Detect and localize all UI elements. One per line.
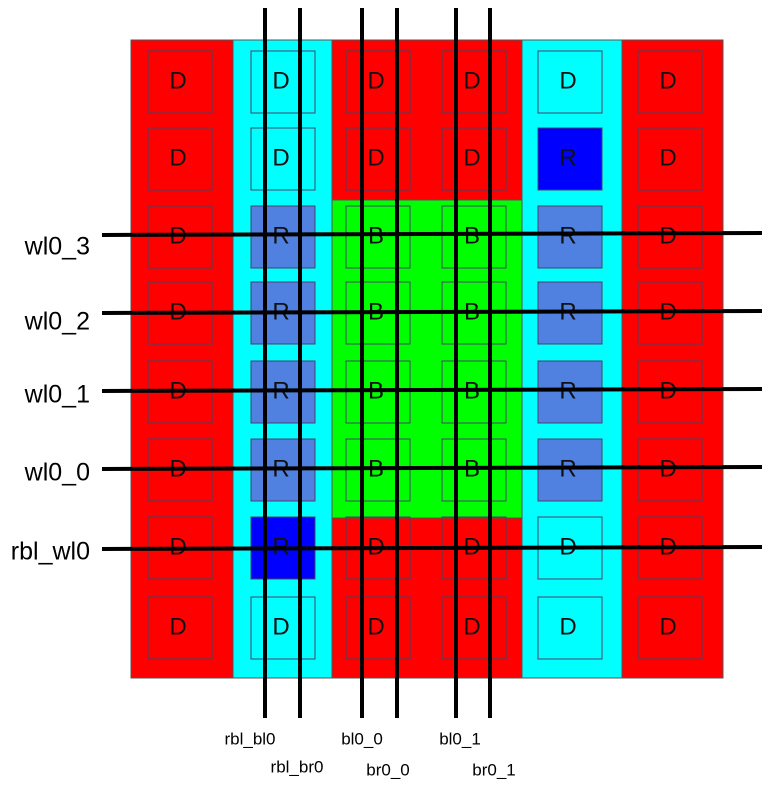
wordline-label: wl0_2 bbox=[24, 308, 90, 336]
cell-label: D bbox=[272, 613, 289, 640]
cell bbox=[441, 205, 507, 269]
cell-label: D bbox=[463, 144, 480, 171]
bitline-label: rbl_br0 bbox=[271, 757, 324, 776]
bitline-label: bl0_1 bbox=[439, 729, 481, 748]
cell bbox=[147, 50, 213, 114]
cell bbox=[250, 205, 316, 269]
bitline-label: rbl_bl0 bbox=[224, 729, 275, 748]
cell bbox=[250, 127, 316, 191]
cell bbox=[345, 127, 411, 191]
cell-label: D bbox=[272, 144, 289, 171]
cell-label: D bbox=[169, 144, 186, 171]
cell bbox=[345, 50, 411, 114]
cell-label: D bbox=[659, 144, 676, 171]
cell bbox=[637, 50, 703, 114]
cell bbox=[537, 50, 603, 114]
cell-label: D bbox=[367, 613, 384, 640]
wordline-label: rbl_wl0 bbox=[11, 538, 90, 566]
column-bg bbox=[621, 39, 724, 679]
cell bbox=[147, 127, 213, 191]
cell bbox=[537, 360, 603, 424]
wordline bbox=[101, 465, 763, 471]
cell bbox=[637, 438, 703, 502]
cell bbox=[250, 596, 316, 660]
bitline-label: br0_0 bbox=[366, 760, 409, 779]
cell-label: D bbox=[659, 613, 676, 640]
cell bbox=[250, 50, 316, 114]
cell bbox=[537, 205, 603, 269]
wordline bbox=[101, 309, 763, 315]
cell-label: D bbox=[659, 67, 676, 94]
cell-label: D bbox=[272, 67, 289, 94]
cell bbox=[147, 596, 213, 660]
cell bbox=[441, 127, 507, 191]
cell bbox=[637, 596, 703, 660]
lines: wl0_3 wl0_2 wl0_1 wl0_0 rbl_wl0 rbl_bl0 rbl_br… bbox=[11, 8, 763, 779]
wordline bbox=[101, 231, 763, 237]
cell bbox=[637, 205, 703, 269]
wordline-label: wl0_3 bbox=[24, 233, 90, 261]
cell bbox=[537, 596, 603, 660]
backgrounds bbox=[130, 39, 724, 679]
cell-label: R bbox=[559, 144, 576, 171]
cell-label: D bbox=[463, 67, 480, 94]
cell bbox=[441, 596, 507, 660]
wordline-label: wl0_1 bbox=[24, 381, 90, 409]
cell-label: D bbox=[559, 613, 576, 640]
cell-label: D bbox=[367, 67, 384, 94]
cell bbox=[345, 205, 411, 269]
column-bg bbox=[130, 39, 234, 679]
cell bbox=[147, 205, 213, 269]
cell bbox=[441, 360, 507, 424]
cell-label: D bbox=[367, 144, 384, 171]
bitline-label: bl0_0 bbox=[341, 729, 383, 748]
wordline-label: wl0_0 bbox=[24, 459, 90, 487]
cell bbox=[441, 50, 507, 114]
cell bbox=[637, 127, 703, 191]
cell bbox=[345, 596, 411, 660]
cell-label: D bbox=[169, 613, 186, 640]
cell bbox=[537, 127, 603, 191]
cell-label: D bbox=[463, 613, 480, 640]
cell bbox=[537, 438, 603, 502]
bitline-label: br0_1 bbox=[472, 760, 515, 779]
wordline bbox=[101, 545, 763, 551]
cell-label: D bbox=[169, 67, 186, 94]
cell-label: D bbox=[659, 222, 676, 249]
cell bbox=[637, 360, 703, 424]
cell-label: R bbox=[559, 222, 576, 249]
wordline bbox=[101, 387, 763, 393]
cell-label: D bbox=[559, 67, 576, 94]
cell bbox=[441, 438, 507, 502]
column-bg bbox=[232, 39, 333, 679]
